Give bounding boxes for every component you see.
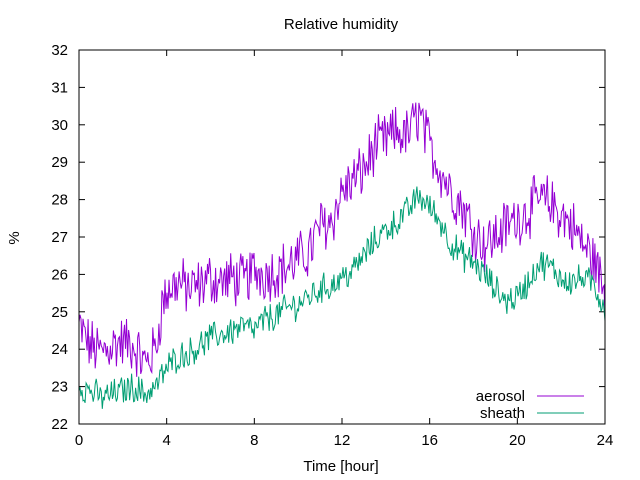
legend-label-sheath: sheath [480,405,525,422]
y-tick-label: 22 [51,416,68,433]
series-line-aerosol [78,102,606,377]
y-tick-label: 27 [51,229,68,246]
y-tick-label: 31 [51,79,68,96]
y-tick-label: 26 [51,266,68,283]
x-tick-label: 24 [597,432,614,449]
legend-label-aerosol: aerosol [476,388,525,405]
y-tick-label: 32 [51,42,68,59]
x-tick-label: 8 [250,432,258,449]
y-axis-label: % [6,231,23,244]
x-tick-label: 4 [162,432,170,449]
x-tick-label: 12 [334,432,351,449]
x-tick-label: 20 [509,432,526,449]
y-tick-label: 29 [51,154,68,171]
x-tick-label: 0 [75,432,83,449]
y-tick-label: 24 [51,341,68,358]
chart-title: Relative humidity [284,16,399,33]
x-axis-label: Time [hour] [303,458,378,475]
y-tick-label: 23 [51,379,68,396]
y-tick-label: 30 [51,117,68,134]
x-tick-label: 16 [421,432,438,449]
y-tick-label: 25 [51,304,68,321]
series-line-sheath [78,186,606,409]
plot-frame [78,49,606,425]
y-tick-label: 28 [51,192,68,209]
series-lines [78,102,606,409]
